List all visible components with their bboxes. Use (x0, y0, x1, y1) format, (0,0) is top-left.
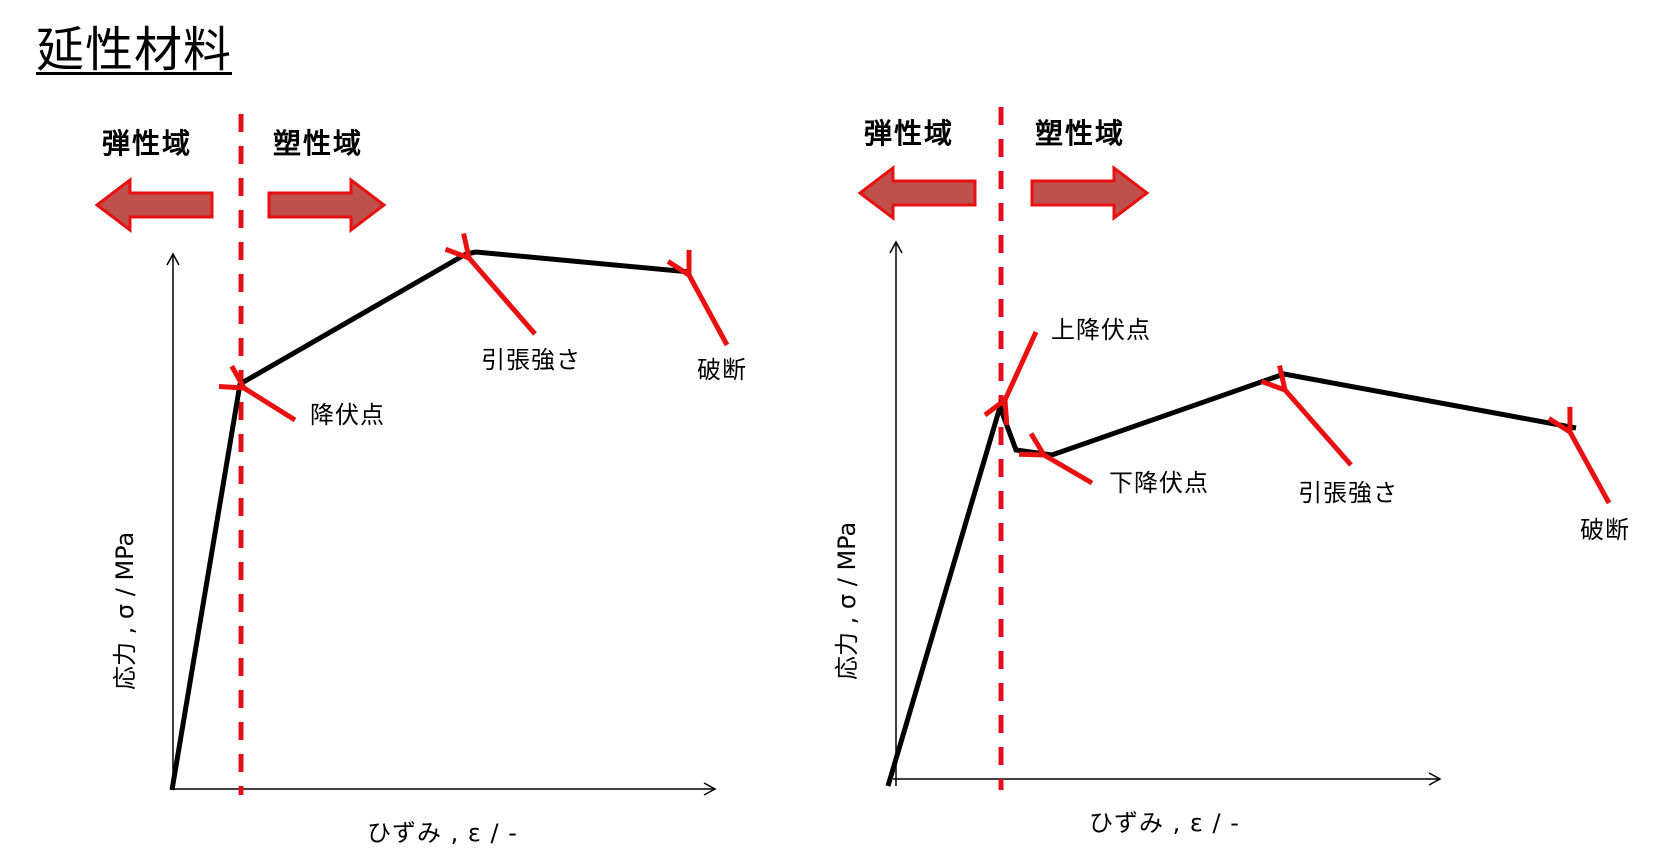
fracture-pointer-arrow-left (689, 275, 730, 347)
y-axis-label-left: 応力 , σ / MPa (111, 531, 139, 690)
yield-point-pointer-arrow (244, 388, 297, 423)
plastic-region-arrow-right (267, 176, 387, 234)
yield-point-label: 降伏点 (310, 401, 385, 429)
plastic-region-label-left: 塑性域 (273, 127, 364, 160)
stress-strain-curve-left (169, 249, 691, 791)
lower-yield-point-label: 下降伏点 (1109, 469, 1209, 497)
fracture-label-right: 破断 (1580, 516, 1630, 544)
fracture-label-left: 破断 (697, 356, 747, 384)
tensile-strength-label-right: 引張強さ (1298, 479, 1398, 507)
plastic-region-arrow-right-2 (1030, 164, 1150, 222)
tensile-strength-pointer-arrow-right (1285, 390, 1353, 467)
lower-yield-point-pointer-arrow (1044, 455, 1094, 486)
plastic-region-label-right: 塑性域 (1035, 117, 1126, 150)
stress-strain-curve-right (885, 371, 1577, 787)
elastic-region-label-right: 弾性域 (864, 117, 955, 150)
upper-yield-point-label: 上降伏点 (1051, 316, 1151, 344)
elastic-region-label-left: 弾性域 (102, 127, 193, 160)
x-axis-label-right: ひずみ , ε / - (1089, 809, 1240, 837)
elastic-region-arrow-left-2 (857, 164, 977, 222)
y-axis-label-right: 応力 , σ / MPa (833, 521, 861, 680)
x-axis-label-left: ひずみ , ε / - (367, 819, 518, 847)
fracture-pointer-arrow-right (1570, 432, 1612, 505)
right-diagram (857, 107, 1612, 790)
left-diagram (94, 114, 730, 796)
tensile-strength-pointer-arrow-left (469, 258, 537, 336)
upper-yield-point-pointer-arrow (1005, 330, 1039, 400)
page-title: 延性材料 (36, 22, 233, 78)
elastic-region-arrow-left (94, 176, 214, 234)
tensile-strength-label-left: 引張強さ (481, 346, 581, 374)
